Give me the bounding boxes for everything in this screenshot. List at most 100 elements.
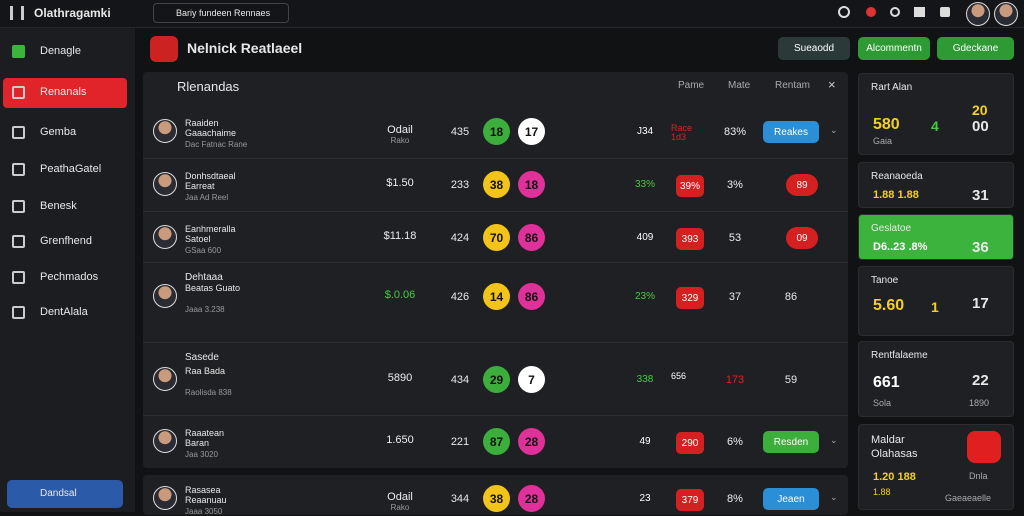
percent: 8%	[727, 493, 743, 505]
chevron[interactable]: ⌄	[830, 492, 838, 502]
tag: 39%	[676, 175, 704, 197]
card-value: 22	[972, 372, 989, 389]
badge: 87	[483, 428, 510, 455]
avatar[interactable]	[966, 2, 990, 26]
header-button[interactable]: Alcommentn	[858, 37, 930, 60]
nav-item[interactable]: Denagle	[3, 37, 127, 67]
help-icon[interactable]	[940, 7, 950, 17]
number: 435	[450, 126, 470, 138]
price: Odail	[387, 124, 413, 136]
price: $.0.06	[384, 289, 416, 301]
row-divider	[143, 262, 848, 263]
close-icon[interactable]: ×	[828, 77, 836, 92]
header-button[interactable]: Gdeckane	[937, 37, 1014, 60]
percent: 33%	[634, 179, 655, 190]
tag: 656	[671, 371, 687, 381]
price: 1.650	[386, 434, 414, 446]
player-name: Raa Bada	[185, 366, 226, 376]
nav-label: DentAlala	[40, 306, 88, 318]
player-sub: Jaaa 3.238	[185, 305, 225, 314]
header-button[interactable]: Sueaodd	[778, 37, 850, 60]
percent: J34	[636, 126, 654, 137]
player-name: Eanhmeralla Satoel	[185, 224, 236, 244]
number: 434	[450, 374, 470, 386]
action-button[interactable]: Resden	[763, 431, 819, 453]
percent: 409	[636, 232, 654, 243]
percent: 173	[725, 374, 745, 386]
nav-icon	[12, 86, 25, 99]
stat-card: Maldar Olahasas 1.20 188 1.88 Dnla Gaeaeaell…	[858, 424, 1014, 510]
player-avatar	[153, 225, 177, 249]
card-title: Tanoe	[871, 275, 899, 286]
chevron[interactable]: ⌄	[830, 435, 838, 445]
price: $11.18	[383, 230, 417, 242]
stat-card: Rart Alan 580 4 20 00 Gaia	[858, 73, 1014, 155]
badge: 86	[518, 283, 545, 310]
card-title: Geslatoe	[871, 223, 912, 234]
search-box[interactable]: Bariy fundeen Rennaes	[153, 3, 289, 23]
stat-card: Geslatoe D6..23 .8% 36	[858, 214, 1014, 260]
column-header: Pame	[678, 80, 705, 91]
row-divider	[143, 342, 848, 343]
tag: 393	[676, 228, 704, 250]
percent: 23%	[634, 291, 655, 302]
stat-card: Rentfalaeme 661 22 Sola 1890	[858, 341, 1014, 417]
logo	[150, 36, 178, 62]
column-header: Rentam	[775, 80, 811, 91]
nav-item[interactable]: DentAlala	[3, 298, 127, 328]
nav-item[interactable]: Grenfhend	[3, 227, 127, 257]
notification-icon[interactable]	[866, 7, 876, 17]
nav-item[interactable]: Renanals	[3, 78, 127, 108]
panel-title: Rlenandas	[177, 79, 240, 94]
nav-icon	[12, 271, 25, 284]
tag: 290	[676, 432, 704, 454]
settings-icon[interactable]	[890, 7, 900, 17]
top-bar: Olathragamki Bariy fundeen Rennaes	[0, 0, 1024, 28]
nav-item[interactable]: PeathaGatel	[3, 155, 127, 185]
price-sub: Rako	[390, 503, 410, 512]
home-icon[interactable]	[914, 7, 925, 17]
number: 344	[450, 493, 470, 505]
player-name: Raaiden Gaaachaime	[185, 118, 237, 138]
action-button[interactable]: Reakes	[763, 121, 819, 143]
end-badge: 89	[786, 174, 818, 196]
nav-icon	[12, 126, 25, 139]
nav-icon	[12, 45, 25, 58]
action-button[interactable]: Jeaen	[763, 488, 819, 510]
badge: 28	[518, 428, 545, 455]
nav-item[interactable]: Benesk	[3, 192, 127, 222]
price: $1.50	[386, 177, 414, 189]
nav-icon	[12, 235, 25, 248]
table-panel: Rasasea Reaanuau Jaaa 3050 Odail Rako 344 38 2…	[143, 475, 848, 516]
card-value: 1	[931, 299, 939, 315]
nav-label: Dandsal	[40, 488, 77, 499]
card-note: Dnla	[969, 471, 988, 481]
nav-icon	[12, 163, 25, 176]
card-icon	[967, 431, 1001, 463]
search-icon[interactable]	[838, 6, 850, 18]
percent: 49	[639, 436, 651, 447]
badge: 29	[483, 366, 510, 393]
tag: Race 1d3	[671, 123, 693, 142]
stat-card: Reanaoeda 1.88 1.88 31	[858, 162, 1014, 208]
number: 233	[450, 179, 470, 191]
player-sub: Jaa 3020	[185, 450, 218, 459]
percent: 338	[636, 374, 654, 385]
card-value: D6..23 .8%	[873, 241, 928, 253]
player-name: Raaatean Baran	[185, 428, 225, 448]
nav-item[interactable]: Pechmados	[3, 263, 127, 293]
card-value: 5.60	[873, 297, 905, 314]
player-avatar	[153, 284, 177, 308]
avatar[interactable]	[994, 2, 1018, 26]
player-sub: Dac Fatnac Rane	[185, 140, 248, 149]
player-avatar	[153, 172, 177, 196]
nav-bottom[interactable]: Dandsal	[7, 480, 123, 508]
chevron[interactable]: ⌄	[830, 125, 838, 135]
badge: 70	[483, 224, 510, 251]
nav-item[interactable]: Gemba	[3, 118, 127, 148]
player-avatar	[153, 367, 177, 391]
menu-icon[interactable]	[10, 6, 24, 20]
nav-label: Renanals	[40, 86, 87, 98]
percent: 83%	[723, 126, 747, 138]
